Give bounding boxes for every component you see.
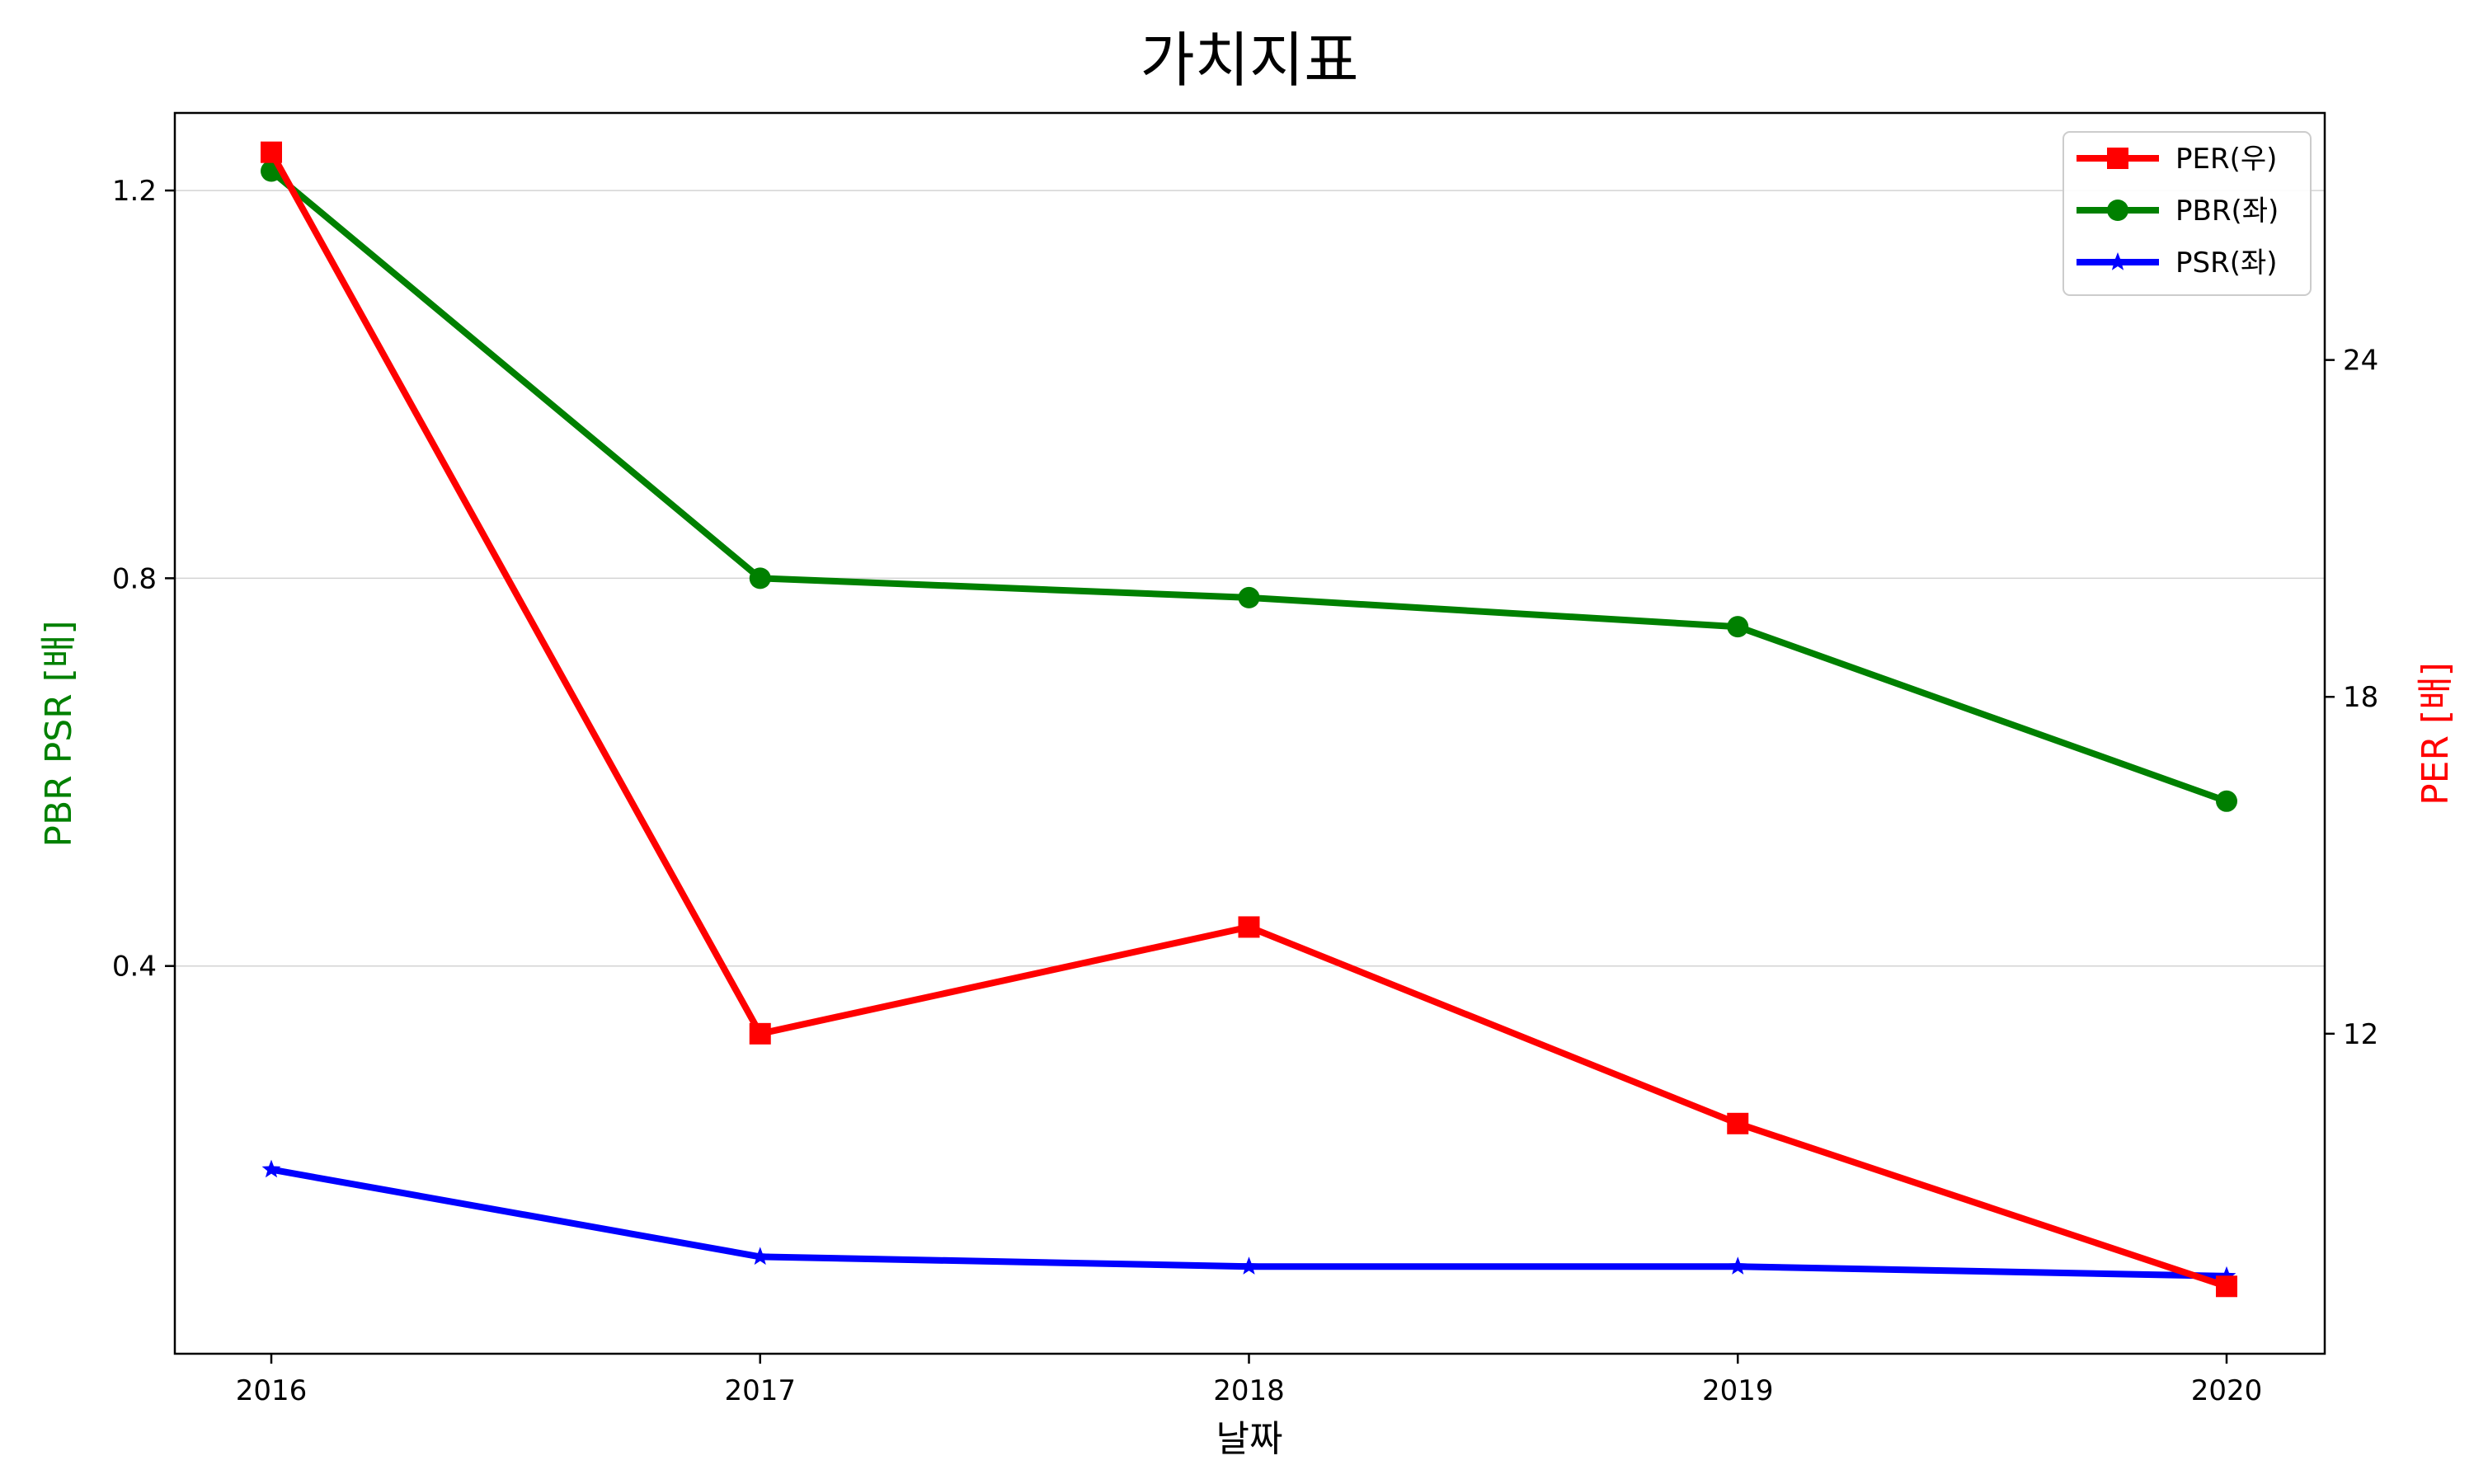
data-point-marker xyxy=(261,141,282,163)
x-tick-label: 2017 xyxy=(724,1374,796,1407)
data-point-marker xyxy=(1238,586,1260,608)
x-tick-label: 2020 xyxy=(2191,1374,2263,1407)
data-point-marker xyxy=(1728,1256,1747,1275)
series-layer xyxy=(261,141,2237,1298)
legend-marker xyxy=(2107,200,2128,221)
legend-entry: PER(우) xyxy=(2077,143,2277,176)
grid-lines xyxy=(175,190,2325,967)
x-axis-label: 날짜 xyxy=(1216,1418,1283,1460)
x-tick-label: 2019 xyxy=(1702,1374,1774,1407)
plot-area-frame xyxy=(173,111,2326,1355)
legend-entry: PBR(좌) xyxy=(2077,195,2279,228)
legend-label: PSR(좌) xyxy=(2175,247,2278,279)
left-y-axis-label: PBR PSR [배] xyxy=(38,620,80,847)
series-PBR(좌) xyxy=(261,160,2237,812)
x-tick-label: 2016 xyxy=(236,1374,308,1407)
series-line xyxy=(268,150,2228,1290)
series-PSR(좌) xyxy=(261,1159,2236,1284)
right-y-tick-label: 24 xyxy=(2343,345,2378,378)
data-point-marker xyxy=(2217,1266,2236,1284)
left-y-tick-label: 1.2 xyxy=(112,175,157,208)
data-point-marker xyxy=(2216,790,2237,812)
right-y-tick-label: 18 xyxy=(2343,681,2378,714)
data-point-marker xyxy=(2216,1275,2237,1298)
legend-marker xyxy=(2108,252,2128,270)
data-point-marker xyxy=(261,1159,281,1178)
legend-entry: PSR(좌) xyxy=(2077,247,2278,279)
data-point-marker xyxy=(1239,1256,1258,1275)
left-y-tick-label: 0.8 xyxy=(112,562,157,595)
legend: PER(우) PBR(좌) PSR(좌) xyxy=(2062,131,2312,296)
series-PER(우) xyxy=(261,141,2237,1298)
left-y-tick-label: 0.4 xyxy=(112,951,157,984)
data-point-marker xyxy=(749,567,771,589)
legend-label: PER(우) xyxy=(2175,143,2277,176)
chart-title: 가치지표 xyxy=(1141,26,1359,95)
right-y-axis-label: PER [배] xyxy=(2415,662,2457,805)
legend-marker xyxy=(2107,148,2128,169)
data-point-marker xyxy=(1238,916,1260,938)
legend-label: PBR(좌) xyxy=(2175,195,2279,228)
legend-box xyxy=(2062,131,2312,296)
data-point-marker xyxy=(1727,616,1749,638)
data-point-marker xyxy=(750,1247,770,1266)
axis-ticks: 0.4 0.8 1.2 12 18 24 2016 2017 2018 2019 2020 xyxy=(112,175,2378,1407)
right-y-tick-label: 12 xyxy=(2343,1018,2378,1051)
data-point-marker xyxy=(749,1022,771,1045)
data-point-marker xyxy=(1727,1112,1749,1134)
series-line xyxy=(269,168,2228,805)
x-tick-label: 2018 xyxy=(1213,1374,1285,1407)
